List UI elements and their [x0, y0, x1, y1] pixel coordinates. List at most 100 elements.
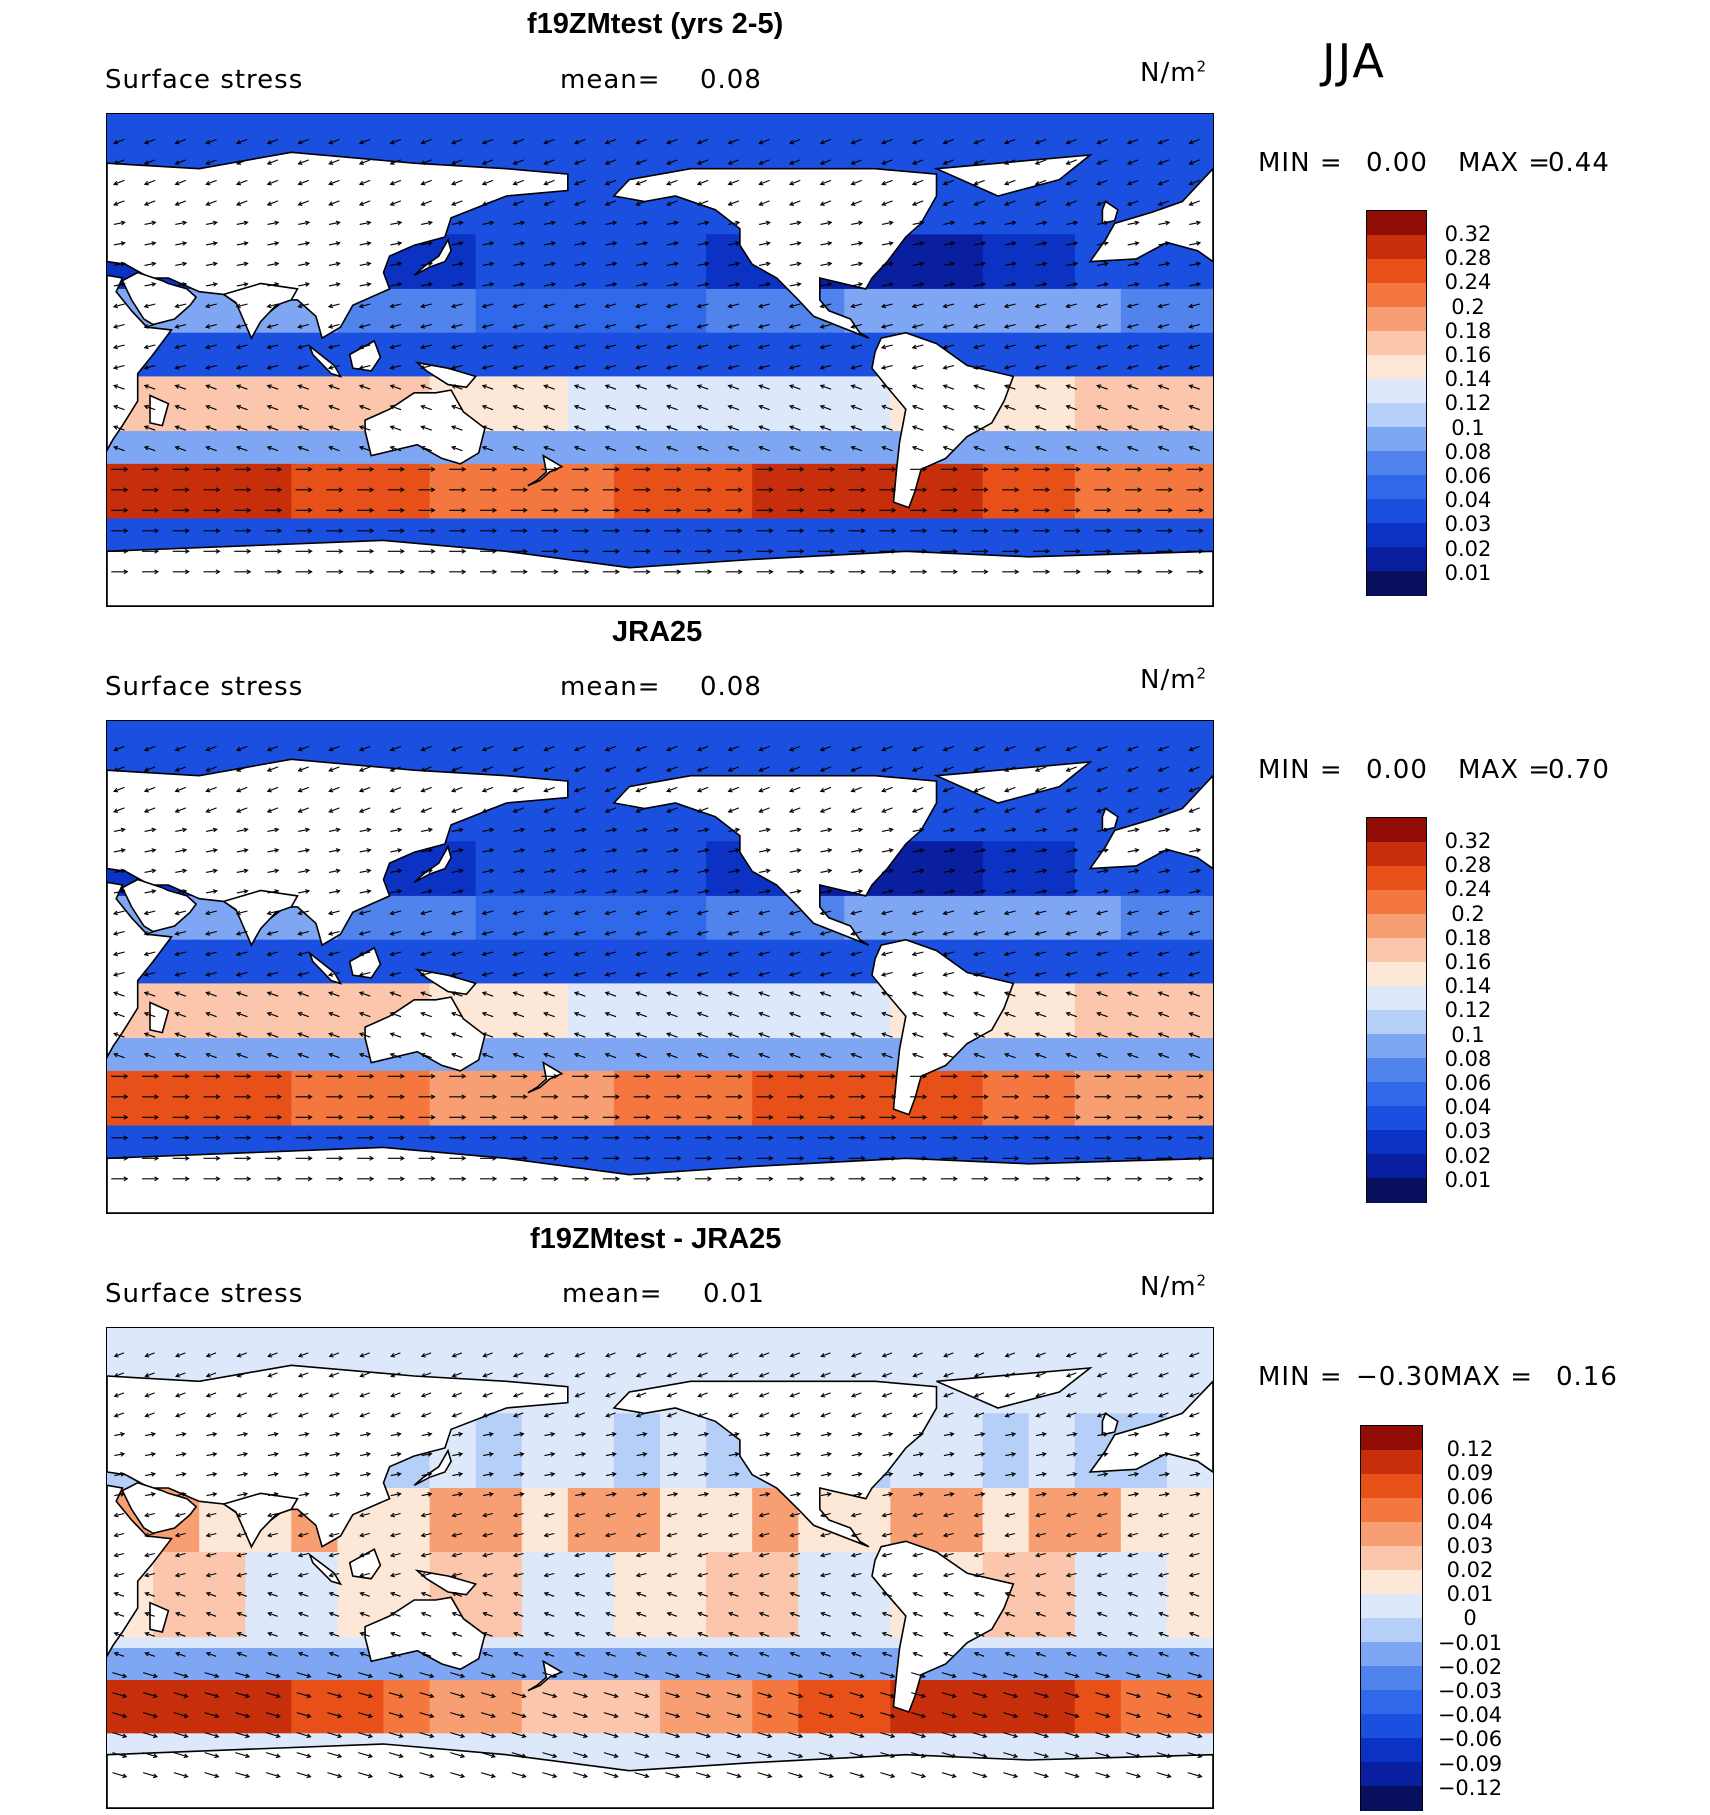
stress-vector-head	[174, 951, 180, 957]
contour-cell	[107, 529, 154, 541]
stress-vector-head	[850, 324, 856, 329]
contour-cell	[199, 1049, 246, 1061]
contour-cell	[936, 474, 984, 487]
contour-cell	[567, 354, 615, 367]
contour-cell	[291, 1027, 339, 1039]
stress-vector-head	[1126, 767, 1132, 772]
stress-vector-head	[850, 404, 856, 410]
stress-vector-head	[358, 1052, 364, 1058]
contour-cell	[706, 278, 753, 290]
contour-cell	[1028, 278, 1076, 290]
stress-vector-head	[758, 991, 764, 996]
contour-cell	[936, 1081, 984, 1094]
stress-vector-head	[788, 324, 794, 329]
stress-vector-head	[520, 848, 526, 853]
stress-vector	[421, 766, 432, 772]
stress-vector	[113, 179, 125, 185]
stress-vector	[666, 807, 678, 813]
contour-cell	[1028, 245, 1076, 257]
stress-vector-head	[358, 972, 364, 977]
stress-vector-head	[796, 868, 802, 874]
stress-vector-head	[1188, 180, 1194, 186]
stress-vector	[1035, 930, 1047, 935]
stress-vector	[451, 364, 463, 369]
stress-vector-head	[520, 241, 526, 246]
stress-vector-head	[481, 344, 487, 350]
stress-vector	[205, 869, 217, 873]
stress-vector	[666, 138, 678, 144]
stress-vector-head	[492, 507, 498, 513]
contour-cell	[199, 442, 246, 454]
stress-vector	[912, 1032, 924, 1038]
stress-vector-head	[911, 303, 917, 309]
stress-vector-head	[911, 1032, 917, 1037]
contour-cell	[153, 1125, 200, 1138]
stress-vector-head	[520, 868, 526, 874]
contour-cell	[1120, 939, 1168, 952]
stress-vector-head	[676, 528, 682, 534]
stress-vector-head	[1073, 827, 1079, 833]
contour-cell	[1166, 917, 1213, 930]
contour-cell	[1166, 983, 1213, 995]
contour-cell	[1028, 420, 1076, 432]
contour-cell	[475, 939, 523, 952]
contour-cell	[798, 518, 845, 531]
contour-cell	[1166, 288, 1213, 301]
stress-vector-head	[450, 910, 456, 916]
stress-vector-head	[215, 507, 221, 513]
stress-vector	[421, 425, 432, 431]
stress-vector	[206, 384, 217, 390]
stress-vector	[759, 1012, 770, 1018]
stress-vector	[636, 991, 647, 997]
contour-cell	[798, 1103, 845, 1116]
contour-cell	[844, 135, 892, 148]
contour-cell	[567, 852, 615, 864]
stress-vector	[144, 446, 156, 452]
stress-vector	[697, 384, 709, 390]
stress-vector-head	[369, 507, 375, 513]
stress-vector	[113, 910, 125, 915]
stress-vector-head	[204, 951, 211, 957]
contour-cell	[245, 409, 292, 421]
stress-vector-head	[696, 160, 702, 165]
contour-cell	[982, 852, 1030, 864]
stress-vector-head	[553, 487, 559, 493]
stress-vector-head	[307, 528, 313, 534]
contour-cell	[107, 1081, 154, 1094]
stress-vector	[267, 828, 279, 832]
stress-vector-head	[573, 767, 579, 772]
contour-cell	[752, 114, 799, 126]
stress-vector-head	[727, 1032, 733, 1037]
contour-cell	[752, 1114, 799, 1127]
contour-cell	[706, 124, 753, 137]
stress-vector	[943, 786, 955, 792]
stress-vector	[574, 344, 586, 349]
contour-cell	[1028, 819, 1076, 831]
stress-vector	[1127, 890, 1139, 894]
stress-vector-head	[297, 344, 303, 350]
stress-vector-head	[1003, 910, 1009, 916]
contour-cell	[844, 1103, 892, 1116]
stress-vector	[759, 200, 770, 206]
contour-cell	[245, 354, 292, 367]
stress-vector-head	[550, 889, 556, 894]
contour-cell	[1120, 1005, 1168, 1017]
stress-vector-head	[328, 445, 334, 451]
stress-vector-head	[676, 507, 682, 513]
stress-vector-head	[420, 910, 426, 916]
contour-cell	[1074, 1136, 1122, 1148]
stress-vector-head	[758, 1052, 764, 1058]
stress-vector	[974, 807, 985, 813]
stress-vector-head	[758, 767, 764, 772]
stress-vector	[421, 991, 432, 997]
stress-vector-head	[328, 139, 334, 145]
contour-cell	[660, 808, 707, 820]
stress-vector	[758, 849, 770, 853]
contour-cell	[660, 928, 707, 941]
stress-vector-head	[1004, 746, 1010, 752]
stress-vector-head	[389, 1011, 395, 1017]
contour-cell	[383, 518, 431, 531]
contour-cell	[291, 442, 339, 454]
contour-cell	[1074, 288, 1122, 301]
vector-field	[111, 745, 1204, 1182]
